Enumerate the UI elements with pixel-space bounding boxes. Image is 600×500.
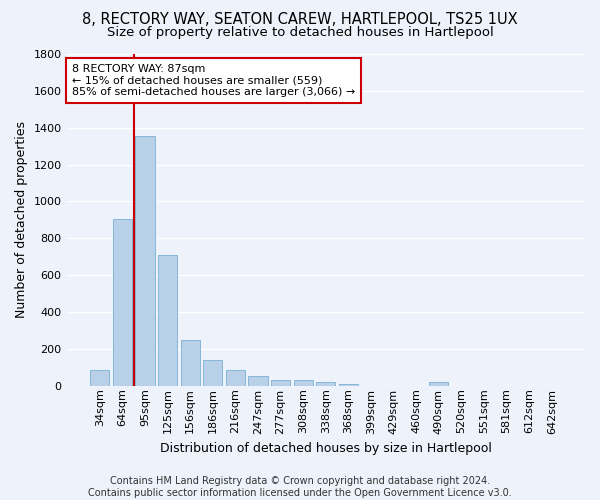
Bar xyxy=(316,382,335,386)
Bar xyxy=(181,340,200,386)
Text: 8 RECTORY WAY: 87sqm
← 15% of detached houses are smaller (559)
85% of semi-deta: 8 RECTORY WAY: 87sqm ← 15% of detached h… xyxy=(72,64,355,97)
Bar xyxy=(158,255,177,386)
Text: Contains HM Land Registry data © Crown copyright and database right 2024.
Contai: Contains HM Land Registry data © Crown c… xyxy=(88,476,512,498)
Bar xyxy=(226,370,245,386)
Bar xyxy=(203,360,223,386)
Bar xyxy=(429,382,448,386)
Bar xyxy=(339,384,358,386)
Text: 8, RECTORY WAY, SEATON CAREW, HARTLEPOOL, TS25 1UX: 8, RECTORY WAY, SEATON CAREW, HARTLEPOOL… xyxy=(82,12,518,28)
Bar xyxy=(293,380,313,386)
Bar xyxy=(271,380,290,386)
X-axis label: Distribution of detached houses by size in Hartlepool: Distribution of detached houses by size … xyxy=(160,442,492,455)
Bar xyxy=(113,219,132,386)
Bar xyxy=(136,136,155,386)
Bar xyxy=(90,370,109,386)
Y-axis label: Number of detached properties: Number of detached properties xyxy=(15,122,28,318)
Text: Size of property relative to detached houses in Hartlepool: Size of property relative to detached ho… xyxy=(107,26,493,39)
Bar xyxy=(248,376,268,386)
